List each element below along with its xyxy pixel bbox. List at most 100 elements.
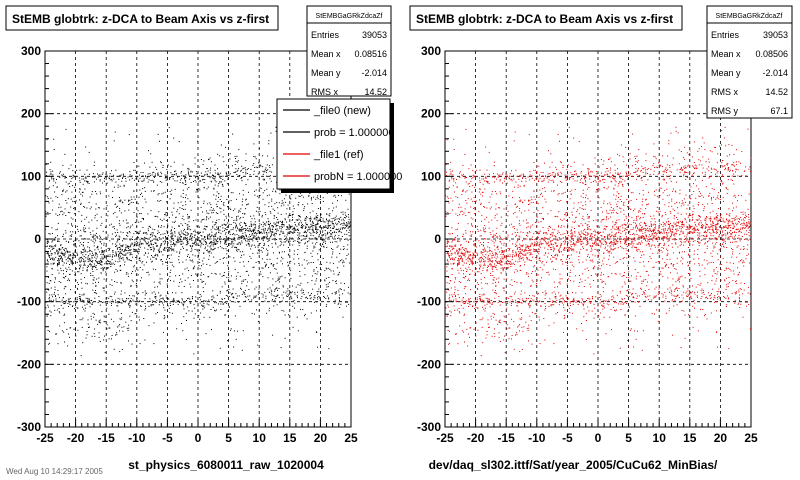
data-point xyxy=(177,303,179,305)
data-point xyxy=(142,292,144,294)
data-point xyxy=(245,160,247,162)
data-point xyxy=(77,282,78,284)
data-point xyxy=(51,233,53,234)
data-point xyxy=(188,270,190,271)
data-point xyxy=(262,198,264,200)
data-point xyxy=(561,173,563,175)
data-point xyxy=(179,237,181,239)
data-point xyxy=(66,177,67,178)
data-point xyxy=(492,252,493,254)
data-point xyxy=(94,335,96,337)
data-point xyxy=(225,243,227,245)
data-point xyxy=(233,171,235,173)
data-point xyxy=(142,261,144,263)
data-point xyxy=(325,306,327,307)
data-point xyxy=(70,198,72,200)
data-point xyxy=(76,254,78,256)
chart-left-ytick-label-3: 0 xyxy=(34,232,41,246)
data-point xyxy=(594,240,596,242)
data-point xyxy=(274,238,276,240)
data-point xyxy=(676,221,678,223)
data-point xyxy=(164,249,166,251)
data-point xyxy=(200,272,202,274)
data-point xyxy=(60,256,62,258)
data-point xyxy=(84,264,86,266)
data-point xyxy=(313,196,315,198)
data-point xyxy=(119,220,120,222)
data-point xyxy=(80,251,82,253)
data-point xyxy=(162,164,164,166)
data-point xyxy=(86,169,88,171)
data-point xyxy=(51,245,53,247)
data-point xyxy=(207,170,209,172)
data-point xyxy=(745,175,747,177)
data-point xyxy=(182,242,184,244)
data-point xyxy=(105,257,107,259)
data-point xyxy=(163,248,165,249)
data-point xyxy=(190,251,192,252)
data-point xyxy=(75,302,77,304)
data-point xyxy=(196,173,198,175)
data-point xyxy=(125,321,127,323)
data-point xyxy=(191,310,193,312)
data-point xyxy=(207,245,209,247)
data-point xyxy=(709,295,711,297)
data-point xyxy=(347,292,349,294)
data-point xyxy=(137,210,139,212)
data-point xyxy=(287,228,289,230)
data-point xyxy=(64,247,66,249)
data-point xyxy=(68,241,70,243)
data-point xyxy=(340,211,342,213)
chart-left-xtick-label-4: -5 xyxy=(162,431,173,445)
data-point xyxy=(69,327,71,329)
data-point xyxy=(96,261,98,263)
data-point xyxy=(216,261,218,263)
data-point xyxy=(126,256,128,258)
data-point xyxy=(273,233,275,235)
data-point xyxy=(621,181,623,183)
data-point xyxy=(248,240,250,242)
data-point xyxy=(197,292,199,294)
data-point xyxy=(229,207,231,209)
data-point xyxy=(337,267,339,269)
data-point xyxy=(227,178,229,180)
data-point xyxy=(189,175,190,177)
data-point xyxy=(112,253,114,255)
data-point xyxy=(165,220,167,221)
data-point xyxy=(109,261,111,263)
data-point xyxy=(594,307,596,309)
data-point xyxy=(455,298,457,300)
data-point xyxy=(495,284,497,286)
data-point xyxy=(268,267,270,269)
data-point xyxy=(181,175,183,177)
data-point xyxy=(320,247,321,249)
chart-left-ytick-label-0: -300 xyxy=(17,420,41,434)
data-point xyxy=(316,213,318,215)
data-point xyxy=(528,302,530,304)
data-point xyxy=(235,178,237,180)
data-point xyxy=(254,218,256,220)
data-point xyxy=(49,212,51,214)
data-point xyxy=(111,302,112,304)
data-point xyxy=(334,219,335,221)
data-point xyxy=(171,249,173,251)
data-point xyxy=(267,288,269,290)
data-point xyxy=(167,235,169,237)
data-point xyxy=(290,237,292,239)
data-point xyxy=(173,299,175,301)
data-point xyxy=(147,245,149,247)
data-point xyxy=(265,295,267,297)
data-point xyxy=(266,234,268,236)
data-point xyxy=(114,291,116,293)
data-point xyxy=(239,275,241,277)
data-point xyxy=(82,270,84,271)
data-point xyxy=(98,260,100,262)
data-point xyxy=(114,232,116,234)
data-point xyxy=(137,176,139,178)
data-point xyxy=(94,215,96,217)
data-point xyxy=(234,234,236,236)
data-point xyxy=(71,264,73,266)
data-point xyxy=(586,234,588,236)
data-point xyxy=(718,296,720,297)
data-point xyxy=(93,165,95,166)
